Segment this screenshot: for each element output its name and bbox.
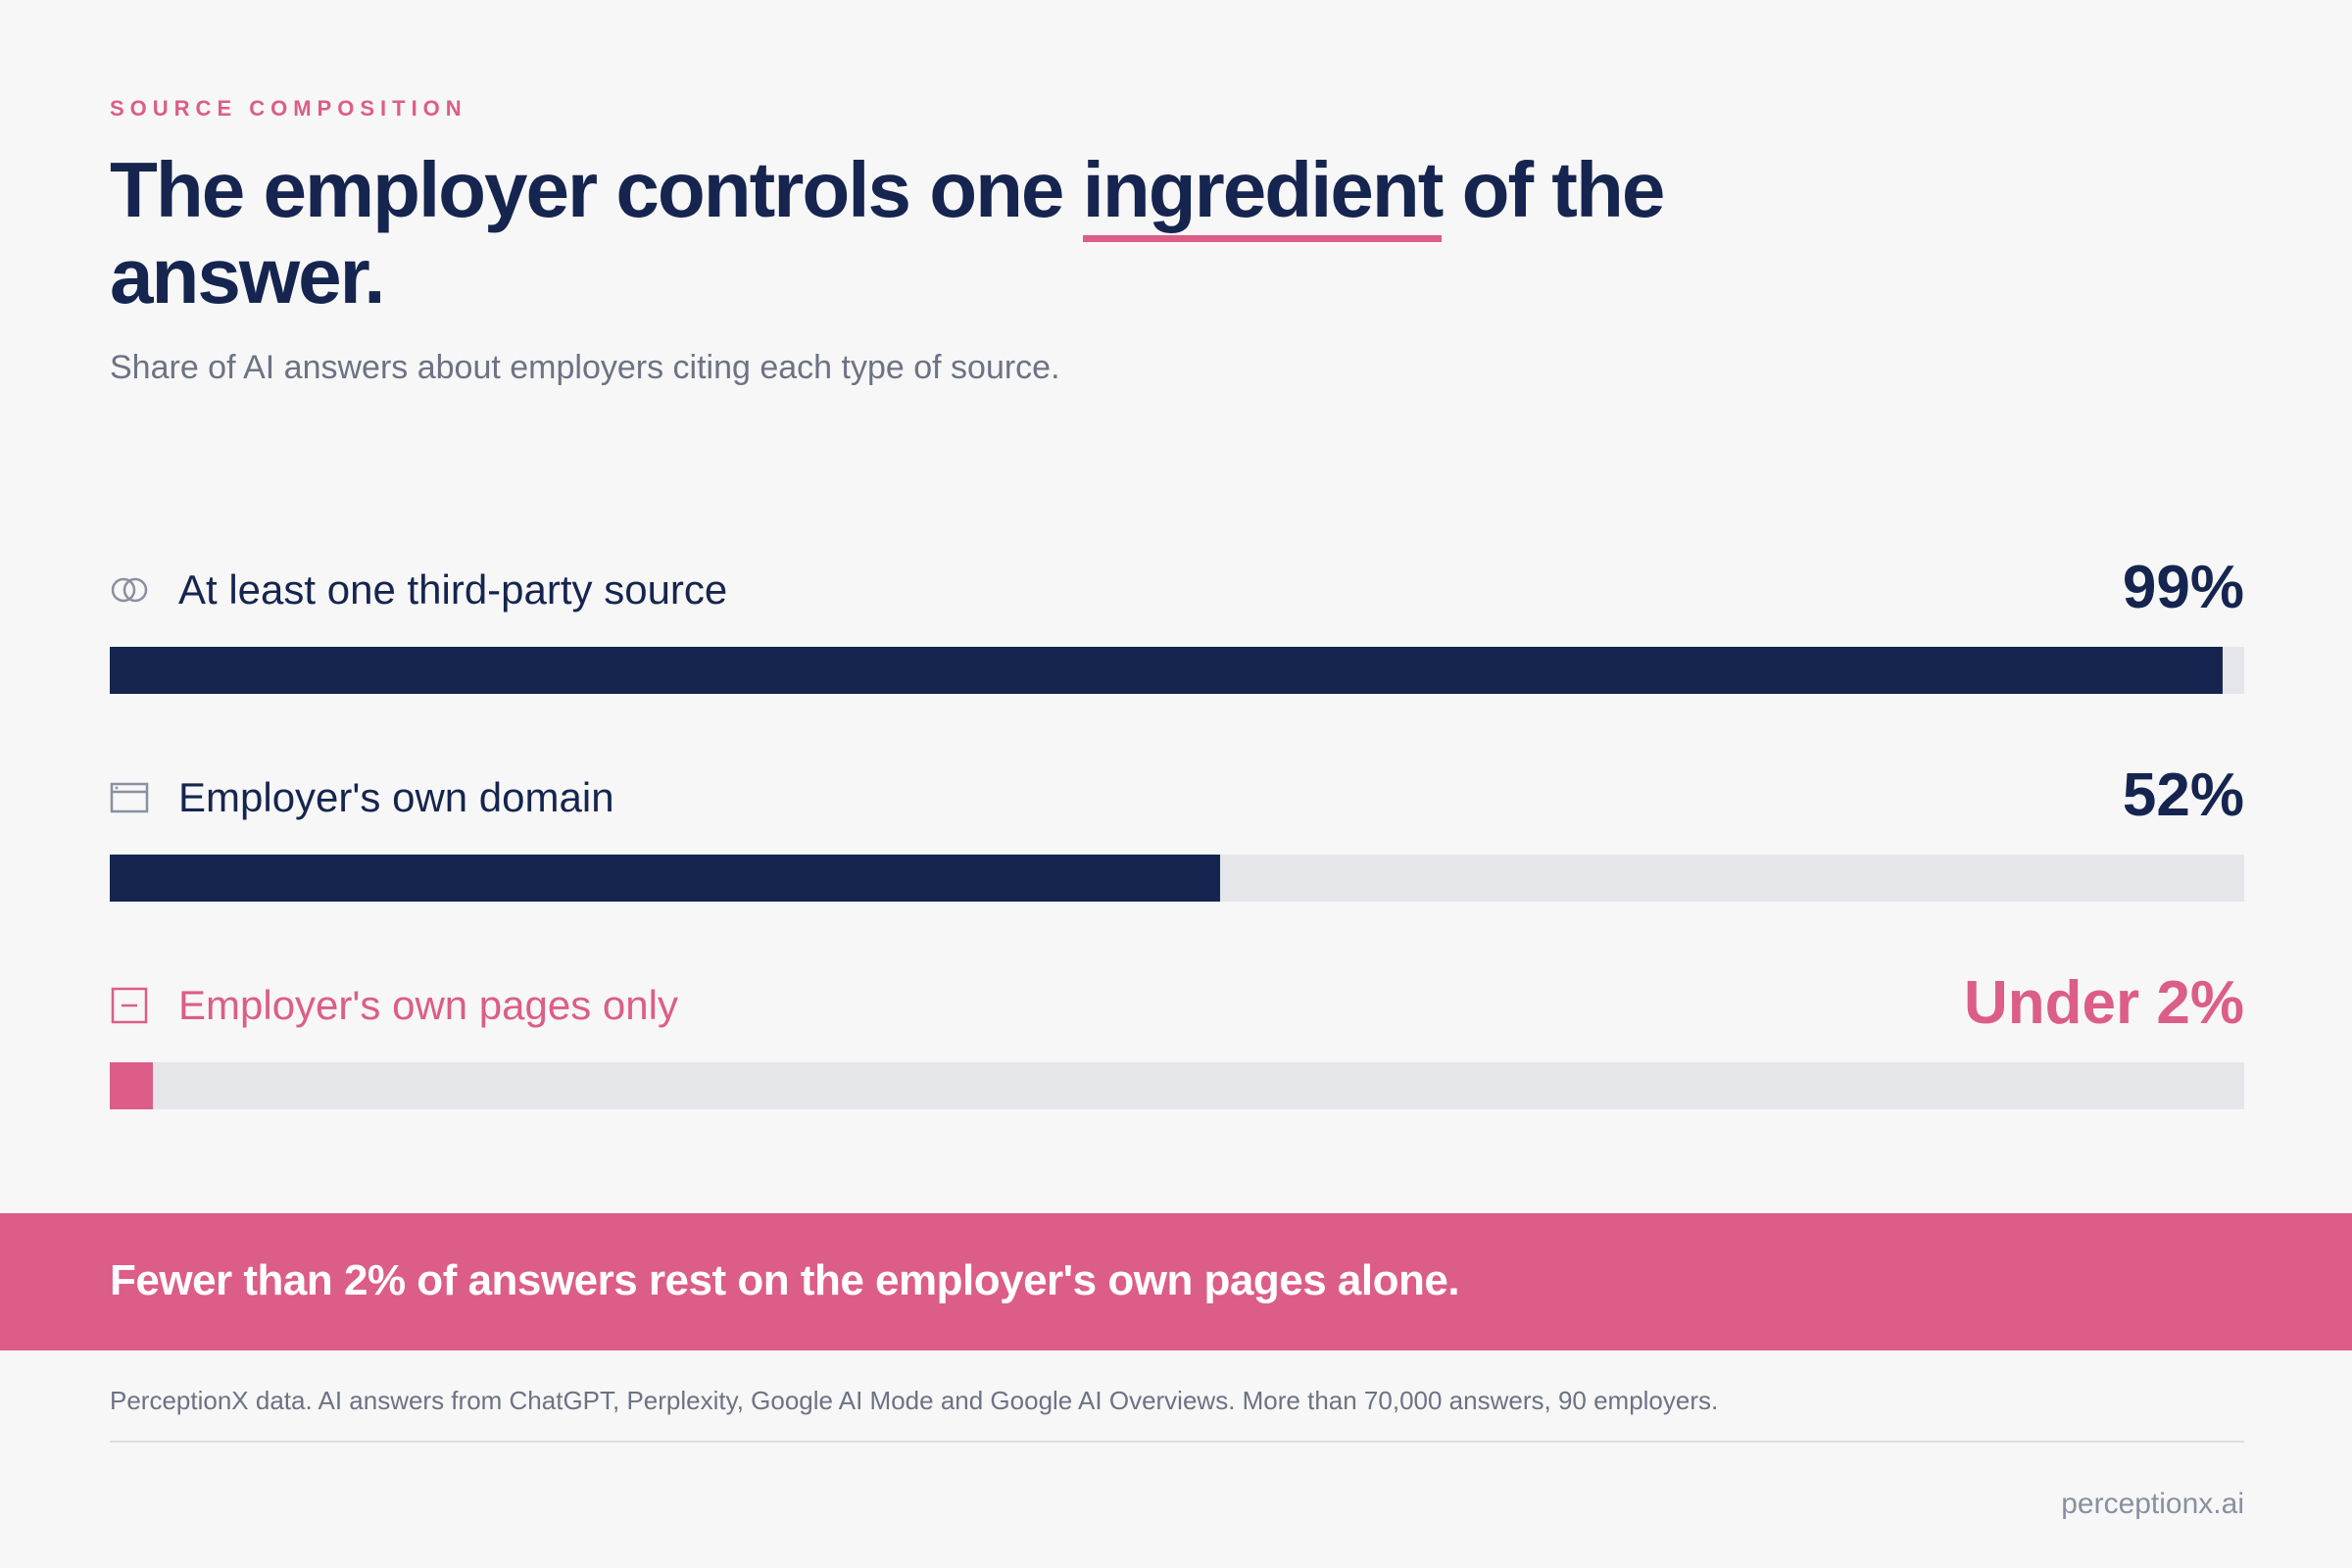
callout-banner: Fewer than 2% of answers rest on the emp… <box>0 1213 2352 1350</box>
bar-row-header: At least one third-party source 99% <box>110 549 2244 637</box>
bar-track <box>110 855 2244 902</box>
bar-row-header: Employer's own domain 52% <box>110 757 2244 845</box>
bar-label: At least one third-party source <box>178 566 728 612</box>
footer-divider <box>110 1441 2244 1443</box>
bar-fill <box>110 1062 153 1109</box>
bar-value-label: 99% <box>2122 554 2244 621</box>
overlapping-circles-icon <box>110 570 149 610</box>
bar-track <box>110 647 2244 694</box>
browser-window-icon <box>110 778 149 817</box>
overlapping-circles-icon-svg <box>111 577 148 603</box>
title-highlight: ingredient <box>1082 146 1444 242</box>
bar-fill <box>110 647 2224 694</box>
bar-fill <box>110 855 1220 902</box>
bar-label: Employer's own domain <box>178 774 614 820</box>
bar-row: At least one third-party source 99% <box>110 549 2244 757</box>
eyebrow-label: SOURCE COMPOSITION <box>110 96 467 121</box>
chart-title: The employer controls one ingredient of … <box>110 146 1678 319</box>
bar-row: Employer's own pages only Under 2% <box>110 964 2244 1172</box>
bar-row: Employer's own domain 52% <box>110 757 2244 964</box>
bar-value-label: Under 2% <box>1964 969 2244 1037</box>
browser-window-icon-svg <box>110 782 149 813</box>
source-footnote: PerceptionX data. AI answers from ChatGP… <box>110 1386 1719 1415</box>
bar-value-label: 52% <box>2122 761 2244 829</box>
single-page-icon <box>110 986 149 1025</box>
bar-row-header: Employer's own pages only Under 2% <box>110 964 2244 1053</box>
chart-subtitle: Share of AI answers about employers citi… <box>110 349 1060 386</box>
bar-label: Employer's own pages only <box>178 982 678 1028</box>
single-page-icon-svg <box>111 987 148 1024</box>
bar-track <box>110 1062 2244 1109</box>
bar-chart: At least one third-party source 99% Empl… <box>110 549 2244 1172</box>
title-part-1: The employer controls one <box>110 146 1083 233</box>
title-part-2: of the answer. <box>110 146 1665 319</box>
callout-text: Fewer than 2% of answers rest on the emp… <box>110 1256 1460 1304</box>
brand-link[interactable]: perceptionx.ai <box>2061 1488 2244 1520</box>
